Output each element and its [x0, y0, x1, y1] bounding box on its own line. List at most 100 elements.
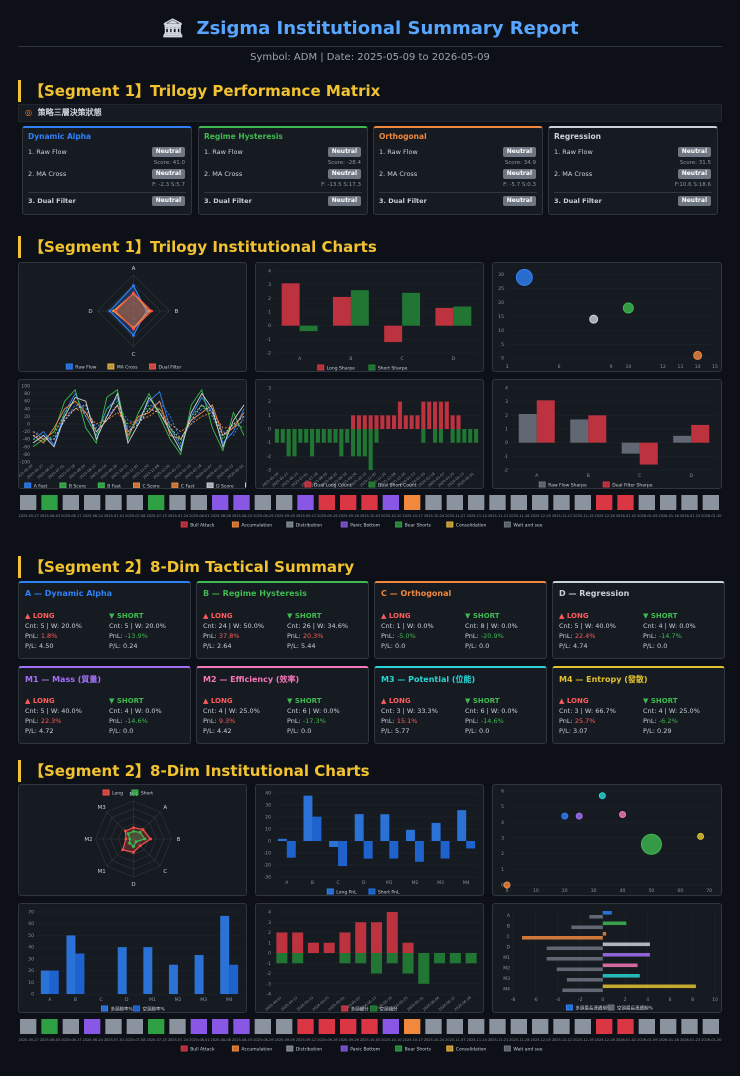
x-tick-label: 6	[558, 364, 561, 370]
raw-flow-row: 1. Raw Flow Neutral	[23, 146, 191, 158]
legend-swatch	[607, 1004, 615, 1011]
bar	[415, 415, 420, 429]
legend-swatch	[368, 888, 376, 895]
y-tick-label: 3	[268, 282, 271, 288]
x-tick-label: 2025-12-12	[552, 514, 572, 518]
dual-filter-row: 3. Dual Filter Neutral	[199, 195, 367, 207]
long-pf: P/L: 0.0	[381, 642, 406, 650]
long-pnl: 9.3%	[218, 717, 236, 725]
trilogy-card-title: Dynamic Alpha	[28, 132, 92, 141]
state-cell	[446, 495, 463, 510]
x-tick-label: D	[452, 356, 456, 362]
filter-sharpe-bar-chart: -2 -1 0 1 2 3 4 A B C D Raw Flow Sharpe Dual Filter …	[504, 386, 717, 488]
state-cell	[361, 495, 378, 510]
y-tick-label: -2	[504, 468, 509, 474]
y-tick-label: 25	[498, 286, 504, 292]
bar	[276, 953, 288, 964]
legend-label: Dual Long Count	[314, 483, 352, 489]
bar	[386, 415, 391, 429]
bar	[521, 935, 603, 940]
y-tick-label: 0	[505, 440, 508, 446]
ma-cross-label: 2. MA Cross	[28, 170, 67, 178]
tactical-card: M4 — Entropy (發散) ▲ LONG Cnt: 3 | W: 66.…	[552, 666, 725, 744]
bar	[350, 290, 369, 326]
scatter-point	[640, 833, 662, 855]
chart-panel-total-score: -4 -3 -2 -1 0 1 2 3 4 2026-04-07 2026-04-13 2026-04…	[255, 903, 484, 1013]
y-tick-label: -3	[267, 981, 272, 987]
legend-label: Panic Bottom	[350, 523, 380, 529]
bar	[409, 415, 414, 429]
scatter-point	[561, 812, 569, 820]
x-tick-label: 2026-01-30	[701, 514, 721, 518]
bar	[456, 429, 461, 443]
y-tick-label: 15	[498, 314, 504, 320]
bar	[536, 400, 555, 443]
long-header: ▲ LONG	[203, 697, 233, 705]
y-tick-label: C	[507, 934, 510, 940]
bar	[462, 429, 467, 443]
y-tick-label: -1	[267, 440, 272, 446]
short-pnl-line: PnL: -14.6%	[465, 716, 518, 726]
long-column: ▲ LONG Cnt: 24 | W: 50.0% PnL: 37.8% P/L…	[203, 611, 264, 651]
scatter-point	[693, 350, 703, 360]
radar-point	[132, 291, 135, 295]
status-badge: Neutral	[502, 196, 536, 206]
legend-label: A Fast	[34, 484, 48, 490]
long-pnl-label: PnL:	[381, 717, 395, 725]
ma-cross-values: F: -2.3 S:5.7	[152, 182, 185, 188]
legend-swatch	[286, 1045, 294, 1052]
long-column: ▲ LONG Cnt: 5 | W: 20.0% PnL: 1.8% P/L: …	[25, 611, 82, 651]
status-badge: Neutral	[677, 196, 711, 206]
short-pnl-line: PnL: -20.9%	[465, 631, 518, 641]
legend-swatch	[341, 1005, 349, 1012]
legend-label: Short	[141, 791, 153, 797]
scatter-point	[575, 812, 583, 820]
chart-panel-8dim-bubble: 0 1 2 3 4 5 6 0 10 20 30 40 50 60 70	[492, 784, 722, 896]
scatter-point	[622, 302, 634, 314]
x-tick-label: 2025-10-17	[402, 514, 422, 518]
legend-label: Bear Shorts	[405, 1047, 432, 1053]
long-pnl: 25.7%	[574, 717, 596, 725]
short-count: Cnt: 5 | W: 20.0%	[109, 622, 166, 630]
y-tick-label: -20	[264, 863, 271, 869]
raw-flow-row: 1. Raw Flow Neutral	[374, 146, 542, 158]
legend-label: MA Cross	[117, 365, 138, 371]
bar	[444, 401, 449, 429]
long-pf: P/L: 4.50	[25, 642, 54, 650]
long-pf: P/L: 2.64	[203, 642, 232, 650]
y-tick-label: 2	[268, 296, 271, 302]
bar	[338, 841, 348, 867]
x-tick-label: M3	[437, 880, 444, 886]
y-tick-label: 40	[28, 945, 34, 951]
trilogy-radar-chart: A B C D Raw Flow MA Cross Dual Filter	[65, 266, 182, 371]
x-tick-label: M1	[386, 880, 393, 886]
bar	[431, 822, 441, 841]
raw-flow-row: 1. Raw Flow Neutral	[199, 146, 367, 158]
legend-label: Consolidation	[456, 523, 487, 529]
ma-cross-label: 2. MA Cross	[554, 170, 593, 178]
bar	[339, 429, 344, 457]
y-tick-label: -80	[23, 452, 30, 458]
legend-label: 多頭總分	[351, 1006, 369, 1013]
short-count: Cnt: 4 | W: 0.0%	[109, 707, 162, 715]
x-tick-label: 2025-08-01	[189, 1038, 209, 1042]
legend-swatch	[395, 1045, 403, 1052]
state-cell	[553, 1019, 570, 1034]
short-column: ▼ SHORT Cnt: 6 | W: 0.0% PnL: -14.6% P/L…	[465, 696, 518, 736]
legend-label: Panic Bottom	[350, 1047, 380, 1053]
scatter-point	[697, 832, 705, 840]
state-cell	[596, 495, 613, 510]
raw-flow-score: Score: 34.9	[504, 160, 536, 166]
y-tick-label: 3	[268, 386, 271, 392]
legend-swatch	[133, 482, 140, 488]
radar-point	[147, 309, 151, 313]
8dim-pnl-bar-chart: -30 -20 -10 0 10 20 30 40 A B C D M1 M2 M3 M4 Long PnL Sh…	[264, 791, 479, 895]
legend-label: Wait and see	[513, 523, 542, 529]
short-pnl: -14.6%	[124, 717, 148, 725]
short-pnl-label: PnL:	[287, 717, 301, 725]
legend-label: 空頭總分	[380, 1006, 398, 1013]
x-tick-label: 2025-07-01	[104, 514, 124, 518]
x-tick-label: 2025-07-15	[146, 1038, 166, 1042]
legend-swatch	[326, 888, 334, 895]
legend-swatch	[231, 1045, 239, 1052]
